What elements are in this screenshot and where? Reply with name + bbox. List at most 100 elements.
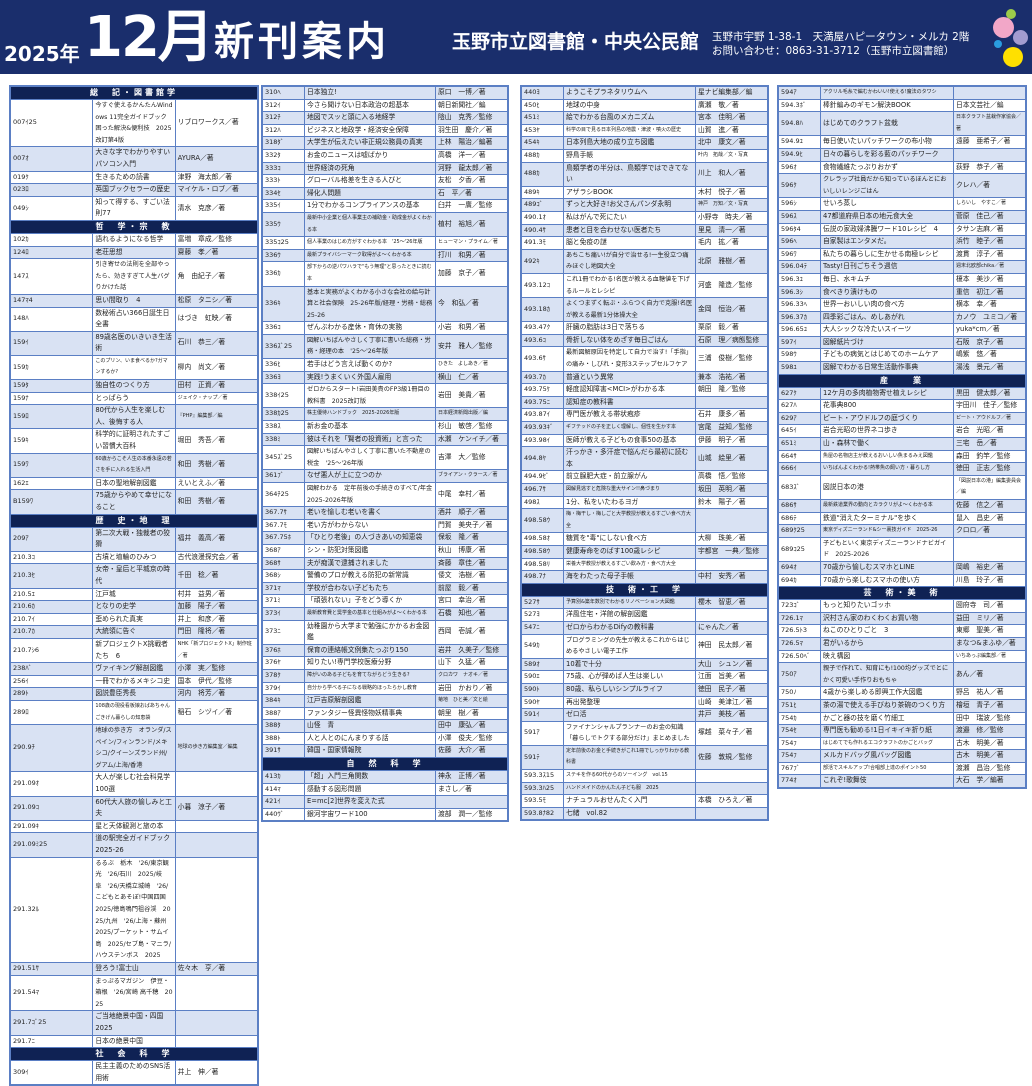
book-title: 部活でスキルアップ!合唱部上達のポイント50 xyxy=(820,761,954,776)
call-number: 336ｶ xyxy=(262,261,305,287)
book-title: 基本と実務がよくわかる小さな会社の給与計算と社会保険 25-26年版/経理・労務… xyxy=(304,285,436,323)
book-row: 754ｶ かごと器の技を磨く竹細工 田中 瑞波／監修 xyxy=(778,711,1026,726)
book-title: 老いを愉しむ老いを書く xyxy=(304,506,436,520)
book-author: にゃんた／著 xyxy=(695,620,768,635)
book-row: 368ｼ 警備のプロが教える防犯の新常識 倭文 浩樹／著 xyxy=(262,569,508,583)
book-title: 独自性のつくり方 xyxy=(92,379,176,393)
book-row: 597ｲ 図解紙片づけ 石阪 京子／著 xyxy=(778,335,1026,350)
call-number: 210.3ｺ xyxy=(9,550,94,565)
book-title: 10着で十分 xyxy=(563,657,696,672)
book-title: 肝臓の脂肪は3日で落ちる xyxy=(563,321,696,335)
book-title: 感動する図形問題 xyxy=(304,782,436,797)
book-row: 309ｲ 民主主義のためのSNS活用術 井上 伸／著 xyxy=(9,1060,259,1086)
book-author: 渡部 潤一／監修 xyxy=(435,807,508,822)
book-title: 野鳥手帳 xyxy=(563,148,696,163)
section-title: 総 記・図書館学 xyxy=(10,86,258,100)
call-number: 694ｵ xyxy=(778,560,821,575)
book-author xyxy=(695,781,768,796)
book-row: 147ｽ 引き寄せの法則を全部やったら、効きすぎて人生バグりかけた話角 由紀子／著 xyxy=(9,258,259,295)
call-number: 367.7ﾓ xyxy=(262,518,305,533)
book-title: 引き寄せの法則を全部やったら、効きすぎて人生バグりかけた話 xyxy=(92,258,176,295)
book-list-column-4: 594ｱ アクリル毛糸で編むかわいい!使える!魔法のタワシ 594.3ﾎﾞ 棒針編みの… xyxy=(777,85,1027,790)
call-number: 494.9ｾﾞ xyxy=(521,470,564,484)
book-author xyxy=(174,832,259,858)
book-author: 神永 正博／著 xyxy=(435,770,508,784)
book-author: 金岡 恒治／著 xyxy=(695,297,768,323)
call-number: 453ﾔ xyxy=(521,123,564,138)
book-title: 帰化人問題 xyxy=(304,186,436,201)
call-number: 334ｾ xyxy=(262,186,305,201)
call-number: 498.58ｳ xyxy=(521,544,564,559)
call-number: 596ﾀ4 xyxy=(778,222,821,237)
book-row: 290.9ﾁ 地球の歩き方 オランダ/スペイン/フィンランド/メキシコ/クイーンズ… xyxy=(9,724,259,773)
call-number: 371ﾐ xyxy=(262,594,305,608)
green-dot-icon xyxy=(1006,9,1016,19)
library-phone: お問い合わせ：0863-31-3712（玉野市立図書館） xyxy=(712,45,955,57)
book-author: 毛内 拡／著 xyxy=(695,236,768,250)
book-author: 杉山 敏啓／監修 xyxy=(435,420,508,434)
book-row: 291.51ｻ 登ろう!富士山 佐々木 亨／著 xyxy=(9,961,259,976)
book-author: クロロ／著 xyxy=(953,524,1026,538)
call-number: 368ｼ xyxy=(262,569,305,583)
book-row: 645ｲ 岩合光昭の世界ネコ歩き 岩合 光昭／著 xyxy=(778,424,1026,439)
call-number: 364ﾁ25 xyxy=(262,481,305,508)
call-number: 627ﾊ xyxy=(778,399,821,413)
call-number: 629ｱ xyxy=(778,411,821,426)
book-title: 映え構図 xyxy=(820,649,954,664)
book-title: よくつまずく転ぶ・ふらつく自力で克服!名医が教える最新1分体操大全 xyxy=(563,297,696,323)
book-row: 124ﾛ 老荘思想 齋藤 孝／著 xyxy=(9,245,259,260)
book-title: 山・森林で働く xyxy=(820,437,954,451)
book-title: 1分、私をいたわるヨガ xyxy=(563,495,696,510)
book-title: 最新鉄道業界の動向とカラクリがよ～くわかる本 xyxy=(820,499,954,513)
book-row: 159ﾅ とっぱらう ジェイク・ナップ／著 xyxy=(9,391,259,406)
call-number: 489ｷ xyxy=(521,185,564,200)
book-title: 夫が痴漢で逮捕されました xyxy=(304,556,436,571)
book-title: せいろ蒸し xyxy=(820,197,954,211)
book-author: 岩田 美貴／著 xyxy=(435,383,508,409)
book-row: 291.32ﾙ るるぶ 栃木 '26/東京観光 '26/石川 2025/岐阜 '2… xyxy=(9,856,259,963)
book-title: 第二次大戦・独裁者の狡猾 xyxy=(92,526,176,552)
book-title: 図解でわかる日常生活動作事典 xyxy=(820,361,954,375)
book-row: 373ｲ 最新教育費と奨学金の基本と仕組みがよ～くわかる本 石橋 知也／著 xyxy=(262,606,508,621)
book-author: まなつ&まふゆ／著 xyxy=(953,636,1026,651)
book-row: 490.1ｵ 私はがんで死にたい 小野寺 時夫／著 xyxy=(521,210,768,225)
call-number: 590ｴ xyxy=(521,670,564,684)
book-author: 和田 秀樹／著 xyxy=(174,452,259,478)
book-author: 山城 絵里／著 xyxy=(695,446,768,472)
book-row: 291.09ｷ 星と天体観測と旅の本 xyxy=(9,819,259,834)
book-row: 767ﾌﾞ 部活でスキルアップ!合唱部上達のポイント50 渡瀬 昌治／監修 xyxy=(778,761,1026,776)
book-author: 水瀬 ケンイチ／著 xyxy=(435,432,508,447)
book-row: 289ﾛ 108歳の現役看板娘おばあちゃんごきげん暮らしの知恵袋 稲石 シヅイ／著 xyxy=(9,699,259,726)
book-title: 栄養大学教授が教えるすごい飲み方・食べ方大全 xyxy=(563,557,696,572)
book-author: ピート・アウドルフ／著 xyxy=(953,411,1026,426)
call-number: 210.5ｴ xyxy=(9,587,94,602)
book-row: 493.6ｺ 骨折しない体をめざす毎日ごはん 石原 理／病態監修 xyxy=(521,333,768,348)
book-row: 493.7ｶ 普通という異常 兼本 浩祐／著 xyxy=(521,370,768,385)
book-row: 594ｱ アクリル毛糸で編むかわいい!使える!魔法のタワシ xyxy=(778,86,1026,100)
book-title: 図解見逃すと危険な重大サイン!!鼻づまり xyxy=(563,483,696,497)
book-author: 横山 仁／著 xyxy=(435,370,508,385)
book-author: 星ナビ編集部／編 xyxy=(695,86,768,100)
book-author: 檜垣 青子／著 xyxy=(953,698,1026,713)
library-address: 玉野市宇野 1-38-1 天満屋ハピータウン・メルカ 2階 xyxy=(712,31,970,43)
call-number: 596ｼ xyxy=(778,197,821,211)
book-author: 村井 益男／著 xyxy=(174,587,259,602)
book-author: 佐々木 亨／著 xyxy=(174,961,259,976)
book-title: 一冊でわかるメキシコ史 xyxy=(92,674,176,689)
book-author: 三宅 岳／著 xyxy=(953,437,1026,451)
book-row: 368ｱ シン・防犯対策図鑑 秋山 博康／著 xyxy=(262,543,508,558)
book-author: 上林 陽治／編著 xyxy=(435,136,508,150)
book-title: 前立腺肥大症・前立腺がん xyxy=(563,470,696,484)
book-row: 388ﾄ 人と人とのにんまりする話 小澤 俊夫／監修 xyxy=(262,731,508,746)
book-title: なぜ悪人が上に立つのか xyxy=(304,469,436,483)
book-author: 神戸 万知／文・写真 xyxy=(695,198,768,212)
book-title: 彼はそれを「賢者の投資術」と言った xyxy=(304,432,436,447)
call-number: 683ｽﾞ xyxy=(778,474,821,501)
book-title: 岩合光昭の世界ネコ歩き xyxy=(820,424,954,439)
book-title: 図解わかる 定年前後の手続きのすべて/年金 2025-2026年版 xyxy=(304,481,436,508)
book-title: 図解紙片づけ xyxy=(820,335,954,350)
book-author: 中村 安秀／著 xyxy=(695,570,768,584)
book-author: 坂田 英明／著 xyxy=(695,483,768,497)
book-author: 川島 玲子／著 xyxy=(953,573,1026,588)
book-author: 鼠入 昌史／著 xyxy=(953,511,1026,526)
